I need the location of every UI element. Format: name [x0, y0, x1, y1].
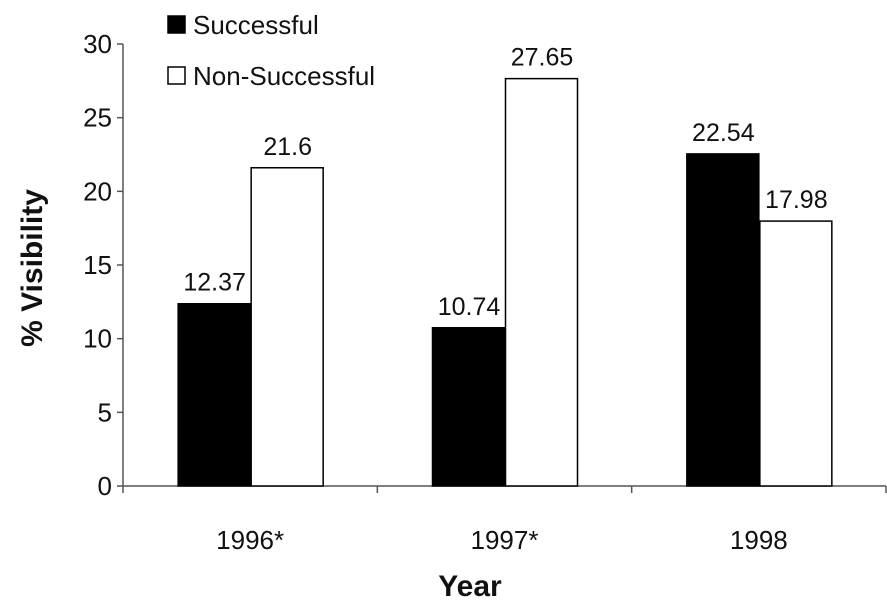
y-tick-label: 5: [98, 397, 112, 427]
y-tick-label: 15: [83, 250, 112, 280]
data-label: 22.54: [692, 119, 755, 147]
legend-label-non-successful: Non-Successful: [193, 61, 375, 91]
legend-item-successful: Successful: [167, 10, 319, 40]
y-tick-label: 10: [83, 324, 112, 354]
bar-successful: [431, 327, 506, 487]
data-label: 17.98: [765, 186, 828, 214]
legend: Successful Non-Successful: [167, 10, 375, 91]
x-tick-label: 1996*: [216, 525, 284, 555]
y-axis-title: % Visibility: [16, 189, 49, 347]
y-tick-label: 20: [83, 176, 112, 206]
legend-swatch-successful: [167, 15, 186, 34]
x-tick-label: 1997*: [471, 525, 539, 555]
data-labels: 12.37 21.6 10.74 27.65 22.54 17.98: [183, 44, 827, 321]
legend-label-successful: Successful: [193, 10, 319, 40]
y-tick-label: 25: [83, 103, 112, 133]
data-label: 21.6: [263, 133, 312, 161]
data-label: 27.65: [511, 44, 574, 72]
bar-non-successful: [504, 77, 579, 487]
bar-successful: [686, 153, 760, 487]
x-ticks: 1996* 1997* 1998: [122, 486, 887, 555]
bar-non-successful: [250, 167, 324, 487]
y-tick-label: 0: [98, 471, 112, 501]
x-tick-label: 1998: [730, 525, 788, 555]
data-label: 10.74: [438, 293, 501, 321]
legend-item-non-successful: Non-Successful: [167, 61, 375, 91]
bar-successful: [177, 302, 251, 487]
data-label: 12.37: [183, 269, 246, 297]
y-tick-label: 30: [83, 29, 112, 59]
x-axis-title: Year: [438, 570, 502, 603]
bars: [177, 77, 833, 487]
y-ticks: 0 5 10 15 20 25 30: [83, 29, 123, 501]
bar-non-successful: [759, 220, 833, 487]
legend-swatch-non-successful: [167, 66, 186, 85]
